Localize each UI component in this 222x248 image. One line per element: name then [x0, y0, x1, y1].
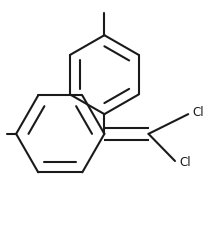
Text: Cl: Cl — [179, 156, 191, 169]
Text: Cl: Cl — [193, 106, 204, 119]
